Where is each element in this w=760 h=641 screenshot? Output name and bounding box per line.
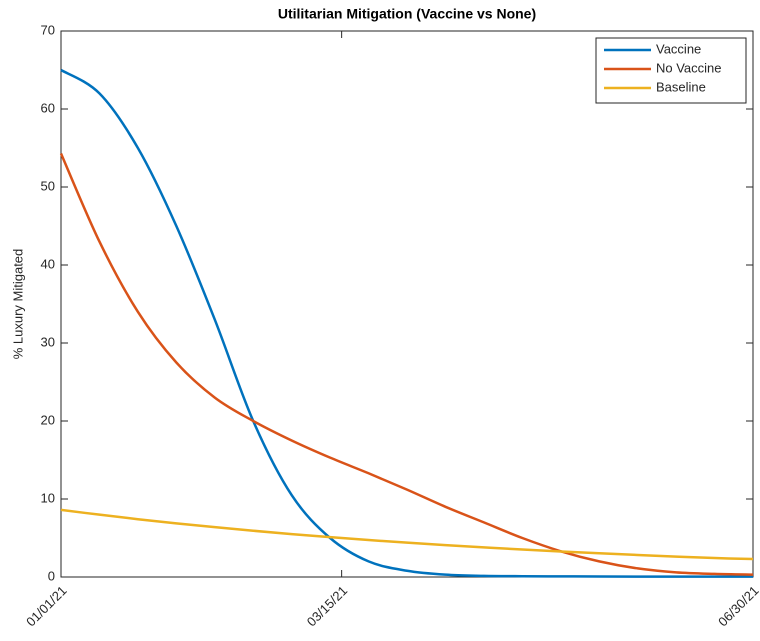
y-tick-label: 40 bbox=[41, 256, 55, 271]
x-tick-label: 06/30/21 bbox=[715, 583, 760, 629]
legend-label: Baseline bbox=[656, 79, 706, 94]
y-tick-label: 20 bbox=[41, 412, 55, 427]
axes-box bbox=[60, 30, 754, 578]
y-axis-label: % Luxury Mitigated bbox=[10, 249, 25, 360]
x-tick-label: 01/01/21 bbox=[23, 583, 69, 629]
x-tick-label: 03/15/21 bbox=[304, 583, 350, 629]
series-line bbox=[60, 508, 754, 561]
y-tick-label: 50 bbox=[41, 178, 55, 193]
legend-label: No Vaccine bbox=[656, 60, 722, 75]
y-tick-label: 10 bbox=[41, 490, 55, 505]
y-tick-label: 60 bbox=[41, 100, 55, 115]
chart-title: Utilitarian Mitigation (Vaccine vs None) bbox=[278, 6, 536, 22]
y-tick-label: 70 bbox=[41, 22, 55, 37]
series-line bbox=[59, 152, 754, 576]
legend-label: Vaccine bbox=[656, 41, 701, 56]
series-line bbox=[60, 68, 753, 578]
y-tick-label: 0 bbox=[48, 568, 55, 583]
legend-box bbox=[595, 37, 747, 104]
y-tick-label: 30 bbox=[41, 334, 55, 349]
